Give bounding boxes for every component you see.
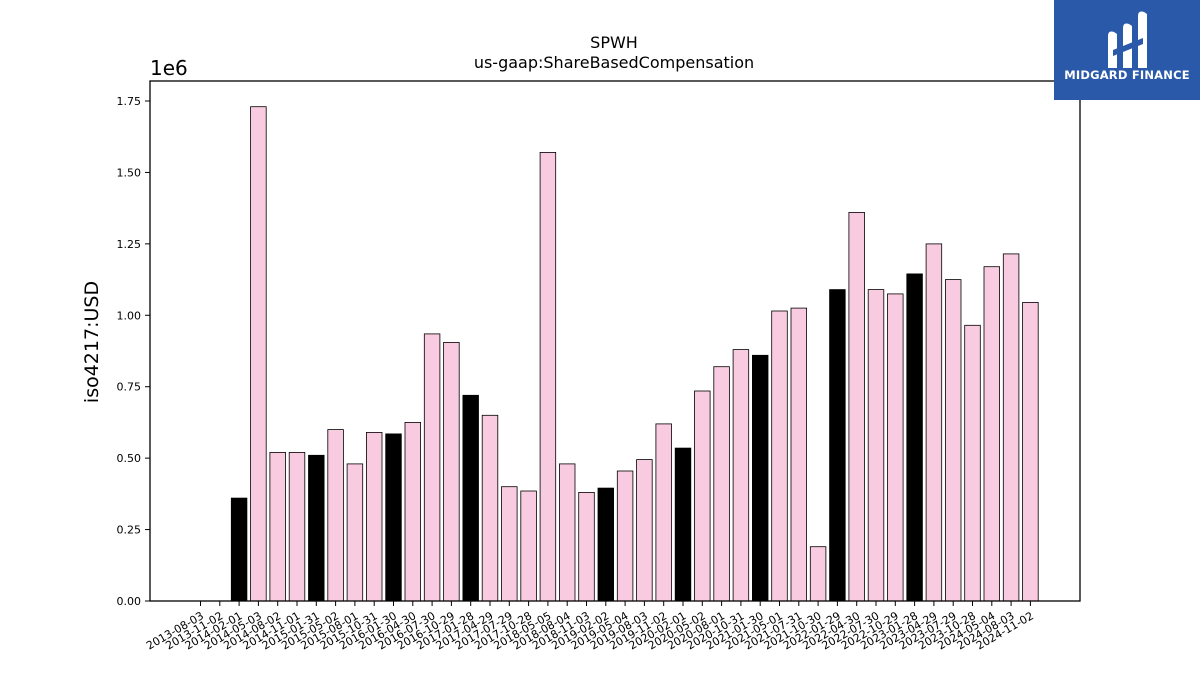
bar-2016-10-29: [443, 341, 460, 602]
bar-2019-11-02: [655, 423, 672, 602]
bar-2019-08-03: [636, 459, 653, 602]
bar-2020-08-01: [713, 366, 730, 602]
y-tick-label: 1.25: [117, 238, 142, 251]
bar-2022-10-29: [887, 293, 904, 602]
bar-2023-10-28: [964, 324, 981, 602]
bar-2021-01-30: [752, 354, 769, 602]
y-tick-label: 1.00: [117, 309, 142, 322]
y-tick-label: 0.50: [117, 452, 142, 465]
x-ticks-group: 2013-08-032013-11-022014-02-012014-05-03…: [144, 601, 1036, 652]
bar-2015-10-31: [365, 431, 383, 602]
bar-2017-10-28: [520, 490, 537, 602]
bar-2023-01-28: [906, 273, 923, 602]
bar-2015-08-01: [346, 463, 364, 602]
y-ticks-group: 0.00 0.25 0.50 0.75 1.00 1.25 1.50 1.75: [117, 95, 150, 608]
bar-2015-01-31: [308, 454, 325, 602]
bar-2022-04-30: [848, 211, 865, 602]
bar-2017-07-29: [501, 486, 518, 602]
bar-2020-02-01: [674, 447, 692, 602]
bar-2023-07-29: [945, 279, 962, 602]
brand-mark-icon: [1108, 11, 1147, 68]
y-tick-label: 1.50: [117, 166, 142, 179]
y-tick-label: 0.75: [117, 381, 142, 394]
bar-2016-01-30: [385, 433, 402, 602]
bar-2014-02-01: [230, 497, 248, 602]
plot-frame: [149, 80, 1081, 602]
chart-subtitle: us-gaap:ShareBasedCompensation: [474, 53, 754, 72]
bar-2022-01-29: [829, 289, 846, 602]
bar-2020-05-02: [694, 390, 711, 602]
bar-2024-11-02: [1022, 301, 1039, 602]
bar-2014-05-03: [250, 106, 267, 602]
bars-group: [230, 106, 1039, 602]
bar-2017-04-29: [481, 414, 499, 602]
bar-2024-08-03: [1002, 253, 1020, 602]
bar-2018-08-04: [559, 463, 576, 602]
brand-name: MIDGARD FINANCE: [1064, 68, 1190, 82]
bar-2019-05-04: [616, 470, 634, 602]
y-axis-label: iso4217:USD: [81, 281, 103, 403]
bar-2024-05-04: [983, 266, 1001, 602]
bar-2015-05-02: [327, 429, 344, 602]
bar-2018-05-05: [539, 151, 557, 602]
bar-2020-10-31: [732, 349, 750, 602]
bar-2023-04-29: [925, 243, 943, 602]
chart-title: SPWH: [590, 33, 638, 52]
bar-2016-04-30: [404, 421, 422, 602]
bar-2021-07-31: [790, 307, 808, 602]
y-tick-label: 0.25: [117, 524, 142, 537]
y-tick-label: 1.75: [117, 95, 142, 108]
y-multiplier: 1e6: [150, 56, 188, 80]
bar-2016-07-30: [423, 333, 441, 602]
bar-2022-07-30: [867, 289, 885, 602]
bar-2021-05-01: [771, 310, 788, 602]
y-tick-label: 0.00: [117, 595, 142, 608]
bar-2018-11-03: [578, 491, 595, 602]
bar-2017-01-28: [462, 394, 479, 602]
bar-2014-11-01: [288, 451, 306, 602]
bar-2019-02-02: [597, 487, 615, 602]
bar-2014-08-02: [269, 451, 286, 602]
bar-2021-10-30: [809, 546, 827, 602]
